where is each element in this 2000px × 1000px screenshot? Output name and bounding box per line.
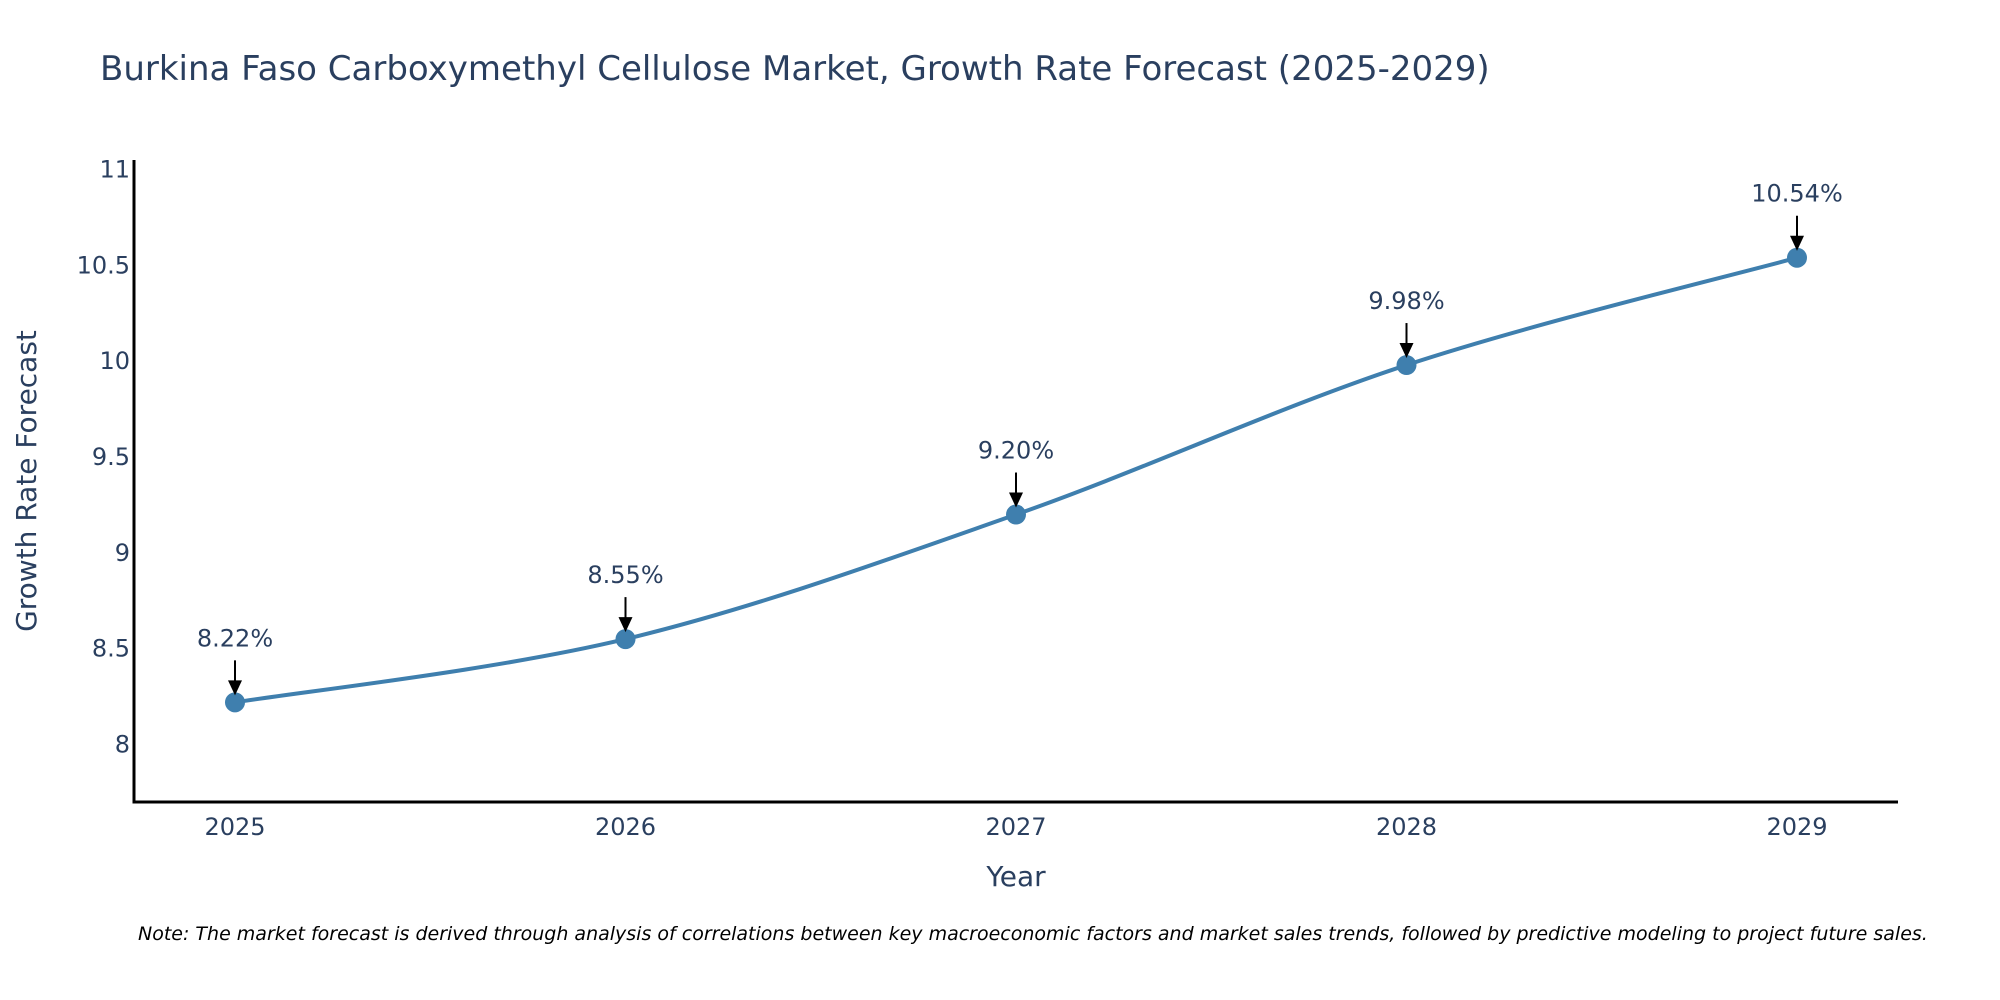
chart-title: Burkina Faso Carboxymethyl Cellulose Mar… bbox=[100, 49, 1490, 89]
annotation-arrow-head bbox=[1399, 343, 1414, 359]
x-axis-title: Year bbox=[985, 860, 1046, 893]
x-tick-label: 2027 bbox=[985, 813, 1046, 841]
data-label-annotation: 9.20% bbox=[978, 437, 1054, 508]
data-label: 8.22% bbox=[197, 624, 273, 652]
data-label-annotation: 10.54% bbox=[1751, 180, 1843, 251]
annotation-arrow-head bbox=[1009, 492, 1023, 508]
y-tick-label: 10 bbox=[99, 347, 130, 375]
x-axis-ticks: 2025 2026 2027 2028 2029 bbox=[204, 813, 1827, 841]
annotation-arrow-head bbox=[228, 680, 242, 696]
y-axis-ticks: 8 8.5 9 9.5 10 10.5 11 bbox=[77, 156, 130, 759]
annotation-arrow-head bbox=[618, 617, 633, 633]
y-tick-label: 11 bbox=[99, 156, 130, 184]
data-label: 9.98% bbox=[1368, 287, 1444, 315]
y-axis-title: Growth Rate Forecast bbox=[10, 330, 43, 632]
y-tick-label: 8 bbox=[115, 731, 130, 759]
data-label-annotation: 8.22% bbox=[197, 624, 273, 696]
data-point-marker bbox=[1787, 247, 1807, 268]
data-point-marker bbox=[225, 692, 245, 713]
data-label-annotations: 8.22% 8.55% 9.20% 9.98% 10.54% bbox=[197, 180, 1843, 696]
footnote: Note: The market forecast is derived thr… bbox=[138, 923, 1928, 945]
y-tick-label: 8.5 bbox=[92, 635, 130, 663]
x-tick-label: 2029 bbox=[1766, 813, 1827, 841]
x-tick-label: 2028 bbox=[1376, 813, 1437, 841]
y-tick-label: 10.5 bbox=[77, 251, 130, 279]
x-tick-label: 2025 bbox=[204, 813, 265, 841]
y-tick-label: 9 bbox=[115, 539, 130, 567]
series-markers bbox=[225, 247, 1807, 713]
data-label: 10.54% bbox=[1751, 180, 1843, 208]
data-point-marker bbox=[1006, 504, 1026, 525]
data-label-annotation: 8.55% bbox=[587, 561, 664, 633]
data-point-marker bbox=[1396, 355, 1417, 376]
data-label-annotation: 9.98% bbox=[1368, 287, 1445, 359]
data-label: 9.20% bbox=[978, 437, 1054, 465]
y-tick-label: 9.5 bbox=[92, 443, 130, 471]
x-tick-label: 2026 bbox=[595, 813, 656, 841]
data-point-marker bbox=[615, 629, 636, 650]
annotation-arrow-head bbox=[1790, 235, 1804, 251]
data-label: 8.55% bbox=[587, 561, 663, 589]
